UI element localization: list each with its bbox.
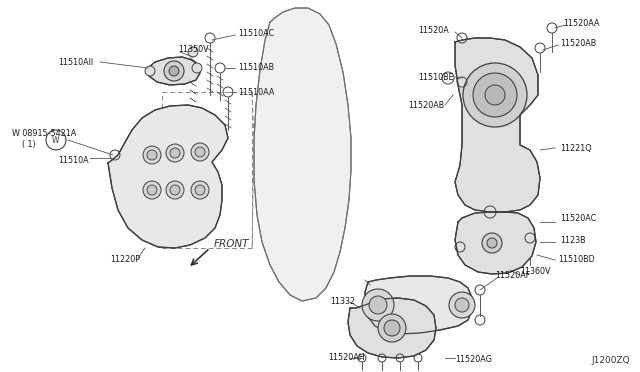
- Text: 11520AB: 11520AB: [408, 100, 444, 109]
- Circle shape: [369, 296, 387, 314]
- Text: 11510BD: 11510BD: [558, 256, 595, 264]
- Circle shape: [143, 146, 161, 164]
- Circle shape: [191, 181, 209, 199]
- Text: 11360V: 11360V: [520, 267, 550, 276]
- Circle shape: [195, 185, 205, 195]
- Polygon shape: [148, 57, 200, 85]
- Circle shape: [473, 73, 517, 117]
- Text: 1123B: 1123B: [560, 235, 586, 244]
- Circle shape: [482, 233, 502, 253]
- Circle shape: [166, 144, 184, 162]
- Text: 11350V: 11350V: [178, 45, 209, 54]
- Circle shape: [463, 63, 527, 127]
- Polygon shape: [348, 298, 436, 358]
- Text: 11510AC: 11510AC: [238, 29, 274, 38]
- Text: J1200ZQ: J1200ZQ: [591, 356, 630, 365]
- Text: 11520A: 11520A: [418, 26, 449, 35]
- Polygon shape: [365, 276, 472, 334]
- Text: 11510BE: 11510BE: [418, 73, 454, 81]
- Circle shape: [191, 143, 209, 161]
- Circle shape: [147, 185, 157, 195]
- Circle shape: [143, 181, 161, 199]
- Polygon shape: [455, 212, 536, 274]
- Text: 11510AII: 11510AII: [58, 58, 93, 67]
- Polygon shape: [108, 105, 228, 248]
- Circle shape: [145, 66, 155, 76]
- Text: 11510AA: 11510AA: [238, 87, 275, 96]
- Polygon shape: [254, 8, 351, 301]
- Text: 11520AF: 11520AF: [495, 270, 531, 279]
- Text: 11510A: 11510A: [58, 155, 88, 164]
- Text: 11510AB: 11510AB: [238, 62, 274, 71]
- Circle shape: [147, 150, 157, 160]
- Text: 11520AC: 11520AC: [560, 214, 596, 222]
- Text: W 08915-5421A: W 08915-5421A: [12, 128, 76, 138]
- Text: 11332: 11332: [330, 298, 355, 307]
- Circle shape: [487, 238, 497, 248]
- Text: ( 1): ( 1): [22, 140, 36, 148]
- Text: 11220P: 11220P: [110, 256, 140, 264]
- Text: 11520AG: 11520AG: [455, 356, 492, 365]
- Polygon shape: [455, 38, 540, 212]
- Circle shape: [195, 147, 205, 157]
- Text: 11520AH: 11520AH: [328, 353, 365, 362]
- Text: FRONT: FRONT: [214, 239, 250, 249]
- Circle shape: [46, 130, 66, 150]
- Circle shape: [169, 66, 179, 76]
- Circle shape: [164, 61, 184, 81]
- Text: 11520AB: 11520AB: [560, 38, 596, 48]
- Text: 11221Q: 11221Q: [560, 144, 591, 153]
- Circle shape: [170, 185, 180, 195]
- Circle shape: [378, 314, 406, 342]
- Circle shape: [485, 85, 505, 105]
- Circle shape: [449, 292, 475, 318]
- Circle shape: [170, 148, 180, 158]
- Circle shape: [166, 181, 184, 199]
- Circle shape: [362, 289, 394, 321]
- Text: W: W: [52, 135, 60, 144]
- Circle shape: [384, 320, 400, 336]
- Circle shape: [192, 63, 202, 73]
- Text: 11520AA: 11520AA: [563, 19, 600, 28]
- Circle shape: [188, 47, 198, 57]
- Circle shape: [455, 298, 469, 312]
